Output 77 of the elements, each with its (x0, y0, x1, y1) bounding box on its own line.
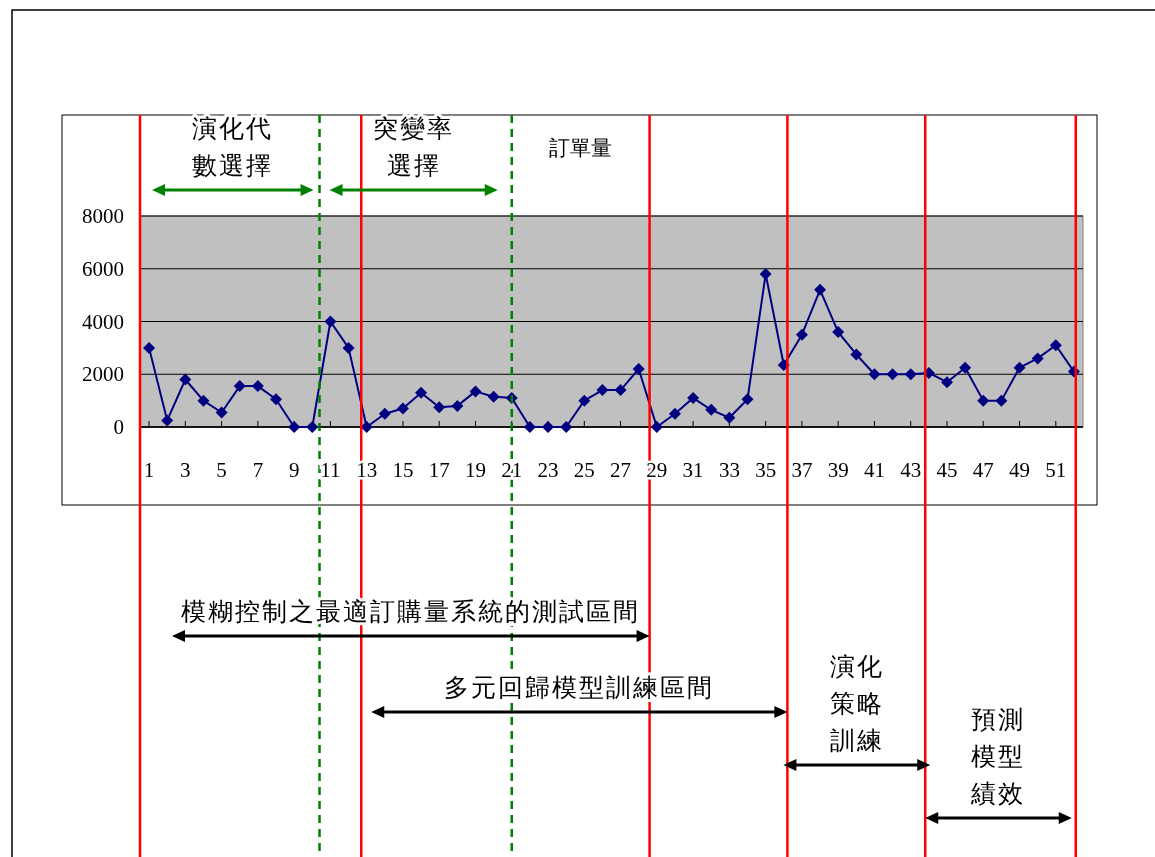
point (632, 362, 645, 375)
text: 演化代數選擇 (192, 115, 274, 179)
point (560, 421, 573, 433)
point (1031, 352, 1044, 365)
point (342, 341, 355, 354)
point (814, 283, 827, 296)
point (668, 407, 681, 420)
x-tick-label: 11 (320, 458, 341, 482)
y-tick-label: 8000 (82, 204, 124, 228)
x-tick-label: 25 (573, 458, 595, 482)
point (469, 385, 482, 398)
point (832, 326, 845, 339)
point (197, 394, 210, 407)
y-tick-label: 0 (113, 415, 124, 439)
x-tick-label: 7 (252, 458, 264, 482)
point (143, 341, 156, 354)
x-tick-label: 41 (863, 458, 885, 482)
point (940, 376, 953, 389)
point (650, 421, 663, 433)
point (215, 406, 228, 419)
point (270, 393, 283, 406)
text: 突變率選擇 (373, 115, 455, 179)
chart-title: 訂單量 (548, 136, 612, 159)
point (995, 394, 1008, 407)
x-tick-label: 5 (216, 458, 227, 482)
y-tick-label: 4000 (82, 309, 124, 334)
point (161, 414, 174, 427)
point (850, 348, 863, 361)
point (904, 368, 917, 381)
point (687, 391, 700, 404)
x-tick-label: 37 (791, 458, 813, 482)
point (1049, 339, 1062, 352)
point (868, 368, 881, 381)
point (433, 401, 446, 414)
x-tick-label: 47 (972, 458, 994, 482)
point (596, 384, 609, 397)
x-tick-label: 51 (1045, 458, 1067, 482)
point (741, 393, 754, 406)
point (451, 399, 464, 412)
point (886, 368, 899, 381)
point (415, 386, 428, 399)
x-tick-label: 49 (1009, 458, 1031, 482)
x-tick-label: 43 (900, 458, 922, 482)
x-tick-label: 27 (610, 458, 632, 482)
x-tick-label: 35 (755, 458, 777, 482)
point (1013, 361, 1026, 374)
x-tick-label: 15 (392, 458, 414, 482)
point (179, 373, 192, 386)
x-tick-label: 1 (143, 458, 155, 482)
point (233, 380, 246, 393)
x-tick-label: 33 (718, 458, 740, 482)
y-tick-label: 2000 (82, 362, 124, 387)
text: 演化策略訓練 (829, 653, 884, 754)
x-tick-label: 19 (464, 458, 486, 482)
point (578, 394, 591, 407)
point (324, 315, 337, 328)
x-tick-label: 21 (501, 458, 523, 482)
x-tick-label: 45 (936, 458, 958, 482)
point (959, 361, 972, 374)
x-tick-label: 17 (428, 458, 450, 482)
x-tick-label: 3 (180, 458, 191, 482)
point (614, 384, 627, 397)
point (306, 421, 319, 433)
point (378, 407, 391, 420)
point (396, 402, 409, 415)
point (705, 403, 718, 416)
point (523, 421, 536, 433)
x-tick-label: 39 (827, 458, 849, 482)
point (723, 411, 736, 424)
point (795, 328, 808, 341)
point (977, 394, 990, 407)
point (487, 390, 500, 403)
x-tick-label: 31 (682, 458, 704, 482)
x-tick-label: 23 (537, 458, 559, 482)
y-tick-label: 6000 (82, 256, 124, 281)
x-tick-label: 9 (288, 458, 300, 482)
text: 預測模型績效 (970, 706, 1026, 807)
